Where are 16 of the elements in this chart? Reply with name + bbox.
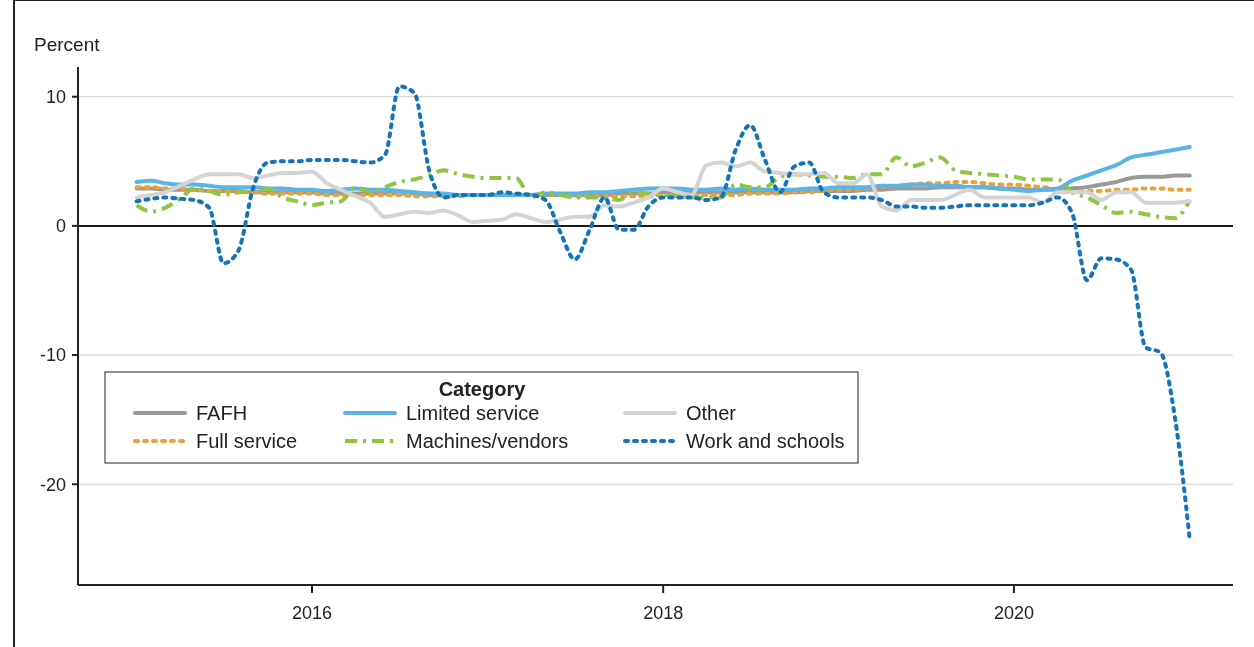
y-tick-label: 0 xyxy=(55,216,66,237)
x-tick-label: 2018 xyxy=(643,603,684,623)
line-series xyxy=(134,179,1192,199)
legend-title: Category xyxy=(438,378,527,400)
y-tick-label: 10 xyxy=(45,87,66,108)
x-tick-label: 2016 xyxy=(291,603,332,623)
y-tick-label: -10 xyxy=(39,345,66,366)
y-axis-title: Percent xyxy=(34,34,101,55)
legend-label: Machines/vendors xyxy=(406,430,569,452)
legend-label: Other xyxy=(686,402,737,424)
legend-label: Full service xyxy=(196,430,298,452)
legend-label: Limited service xyxy=(406,402,540,424)
y-tick-label: -20 xyxy=(39,474,66,495)
x-tick-label: 2020 xyxy=(993,603,1034,623)
legend-label: Work and schools xyxy=(686,430,845,452)
legend-label: FAFH xyxy=(196,402,248,424)
